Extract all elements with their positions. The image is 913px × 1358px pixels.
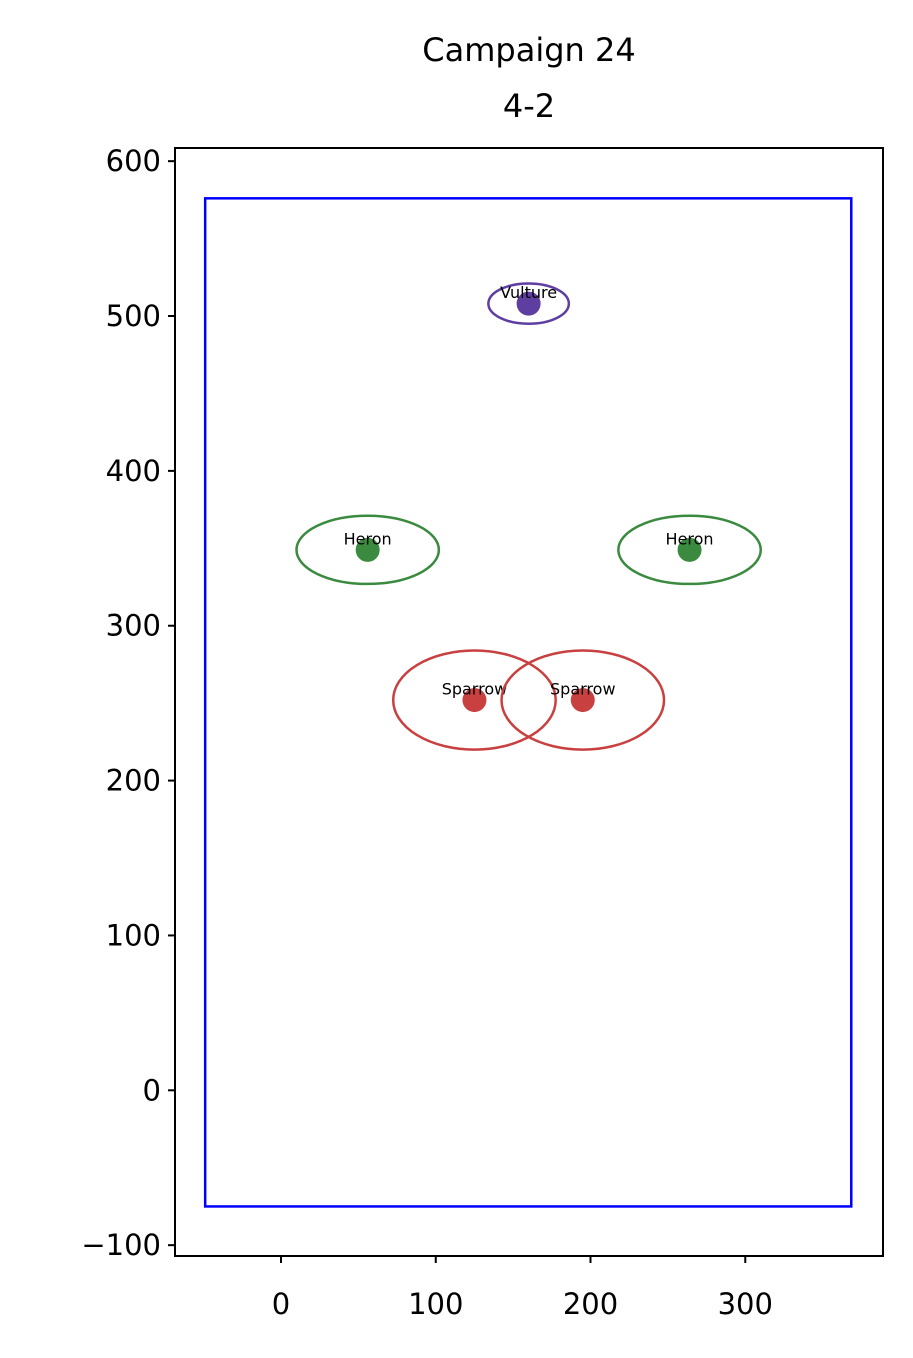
y-tick-label: −100: [81, 1228, 161, 1262]
range-ellipse: [500, 649, 666, 751]
boundary: [203, 197, 853, 1208]
y-tick-label: 400: [106, 454, 161, 488]
chart-title: Campaign 24: [422, 31, 635, 69]
y-tick-label: 100: [106, 918, 161, 952]
point-label: Sparrow: [442, 680, 508, 699]
x-tick-label: 100: [408, 1287, 463, 1321]
y-tick-label: 300: [106, 609, 161, 643]
point: [677, 537, 702, 562]
chart-subtitle: 4-2: [503, 87, 555, 125]
point-label: Heron: [666, 529, 714, 548]
point: [355, 537, 380, 562]
point: [516, 291, 541, 316]
point-label: Vulture: [500, 283, 557, 302]
y-tick-label: 600: [106, 144, 161, 178]
x-tick-label: 300: [718, 1287, 773, 1321]
point: [570, 688, 595, 713]
range-ellipse: [295, 514, 441, 586]
x-tick-label: 200: [563, 1287, 618, 1321]
x-tick-label: 0: [272, 1287, 290, 1321]
y-tick-label: 0: [143, 1073, 161, 1107]
y-tick-label: 500: [106, 299, 161, 333]
range-ellipse: [617, 514, 762, 586]
range-ellipse: [487, 282, 571, 326]
point-label: Heron: [344, 529, 392, 548]
point: [462, 688, 487, 713]
point-label: Sparrow: [550, 680, 616, 699]
plot-frame: [174, 147, 884, 1257]
y-tick-label: 200: [106, 764, 161, 798]
range-ellipse: [391, 649, 557, 751]
